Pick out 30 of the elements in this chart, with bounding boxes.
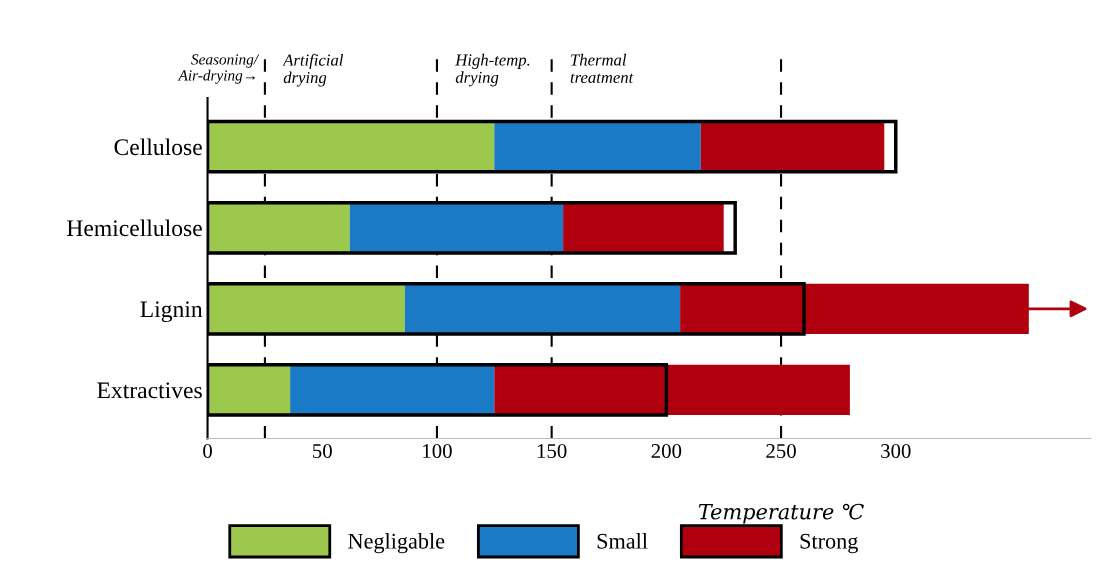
- bar: [207, 364, 291, 416]
- x-tick-label: 300: [881, 443, 911, 459]
- x-tick-label: 200: [651, 443, 682, 459]
- y-tick-label: Extractives: [97, 382, 202, 399]
- annotation: Seasoning/ Air-drying→: [177, 54, 260, 84]
- x-tick-label: 250: [766, 443, 796, 459]
- annotation: Thermal treatment: [570, 53, 634, 83]
- bar: [404, 283, 681, 334]
- y-tick-label: Cellulose: [114, 138, 202, 156]
- bar: [207, 283, 405, 334]
- bar: [290, 364, 495, 416]
- bar: [494, 121, 701, 172]
- x-axis-title: Temperature ℃: [698, 503, 864, 524]
- y-tick-label: Hemicellulose: [66, 219, 202, 237]
- bar: [700, 121, 885, 172]
- x-tick-label: 100: [423, 443, 452, 459]
- bar: [494, 364, 850, 416]
- x-tick-label: 0: [203, 443, 212, 459]
- bar: [207, 121, 495, 172]
- x-tick-label: 50: [313, 443, 332, 459]
- annotation: High-temp. drying: [455, 53, 530, 87]
- bar: [563, 202, 724, 253]
- legend-label: Small: [597, 533, 648, 549]
- bar: [349, 202, 564, 253]
- bar: [207, 202, 350, 253]
- legend-label: Negligable: [348, 533, 445, 554]
- annotation: Artificial drying: [282, 53, 344, 87]
- y-tick-label: Lignin: [140, 301, 203, 323]
- x-tick-label: 150: [537, 443, 567, 459]
- legend-label: Strong: [800, 533, 858, 554]
